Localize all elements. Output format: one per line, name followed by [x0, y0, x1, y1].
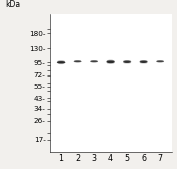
- Ellipse shape: [57, 61, 65, 62]
- Ellipse shape: [58, 63, 65, 64]
- Ellipse shape: [90, 61, 98, 62]
- Ellipse shape: [140, 62, 147, 64]
- Ellipse shape: [139, 61, 148, 63]
- Ellipse shape: [91, 60, 98, 61]
- Ellipse shape: [106, 61, 115, 63]
- Ellipse shape: [91, 62, 98, 63]
- Ellipse shape: [157, 62, 164, 63]
- Ellipse shape: [140, 60, 147, 62]
- Ellipse shape: [57, 61, 65, 64]
- Ellipse shape: [124, 62, 131, 64]
- Ellipse shape: [123, 61, 131, 63]
- Ellipse shape: [74, 62, 81, 63]
- Ellipse shape: [107, 60, 115, 62]
- Text: kDa: kDa: [6, 0, 21, 9]
- Ellipse shape: [74, 60, 81, 61]
- Ellipse shape: [123, 60, 131, 62]
- Ellipse shape: [156, 61, 164, 62]
- FancyBboxPatch shape: [50, 14, 172, 152]
- Ellipse shape: [107, 62, 114, 64]
- Ellipse shape: [74, 61, 82, 62]
- Ellipse shape: [157, 60, 164, 61]
